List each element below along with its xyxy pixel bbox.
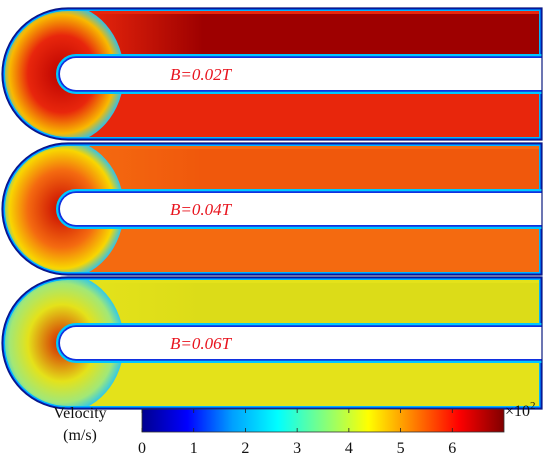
colorbar-tick-label: 1 bbox=[190, 440, 198, 457]
channel-slot bbox=[60, 193, 542, 225]
channel-slot bbox=[60, 327, 542, 359]
colorbar-tick-label: 6 bbox=[448, 440, 456, 457]
colorbar-title-line1: Velocity bbox=[53, 405, 106, 422]
colorbar-multiplier: ×102 bbox=[505, 400, 536, 420]
channel-slot bbox=[60, 58, 542, 90]
contour-panel-2: B=0.04T bbox=[1, 142, 543, 276]
channel-outline bbox=[1, 142, 543, 276]
colorbar-title-line2: (m/s) bbox=[63, 427, 97, 444]
colorbar-ticks: 0 1 2 3 4 5 6 bbox=[138, 409, 456, 457]
colorbar-tick-label: 2 bbox=[241, 440, 249, 457]
panel-fill bbox=[2, 8, 542, 140]
channel-outline bbox=[1, 276, 543, 410]
upper-channel-field bbox=[90, 149, 542, 191]
panel-label: B=0.06T bbox=[170, 334, 233, 353]
channel-outline bbox=[1, 7, 543, 141]
contour-panel-3: B=0.06T bbox=[1, 276, 543, 410]
colorbar-tick-label: 5 bbox=[397, 440, 405, 457]
panel-fill bbox=[2, 277, 542, 409]
colorbar-multiplier-base: ×10 bbox=[505, 403, 530, 420]
colorbar-gradient-bar bbox=[141, 408, 505, 433]
panel-label: B=0.02T bbox=[170, 65, 233, 84]
contour-panel-1: B=0.02T bbox=[1, 7, 543, 141]
contour-panels: B=0.02T B=0.04T B=0.06T bbox=[1, 7, 543, 410]
colorbar-tick-label: 0 bbox=[138, 440, 146, 457]
panel-label: B=0.04T bbox=[170, 200, 233, 219]
colorbar-tick-label: 4 bbox=[345, 440, 353, 457]
colorbar-multiplier-exp: 2 bbox=[530, 400, 536, 412]
upper-channel-field bbox=[90, 283, 542, 325]
colorbar-tick-label: 3 bbox=[293, 440, 301, 457]
panel-fill bbox=[2, 143, 542, 275]
upper-channel-field bbox=[90, 14, 542, 56]
